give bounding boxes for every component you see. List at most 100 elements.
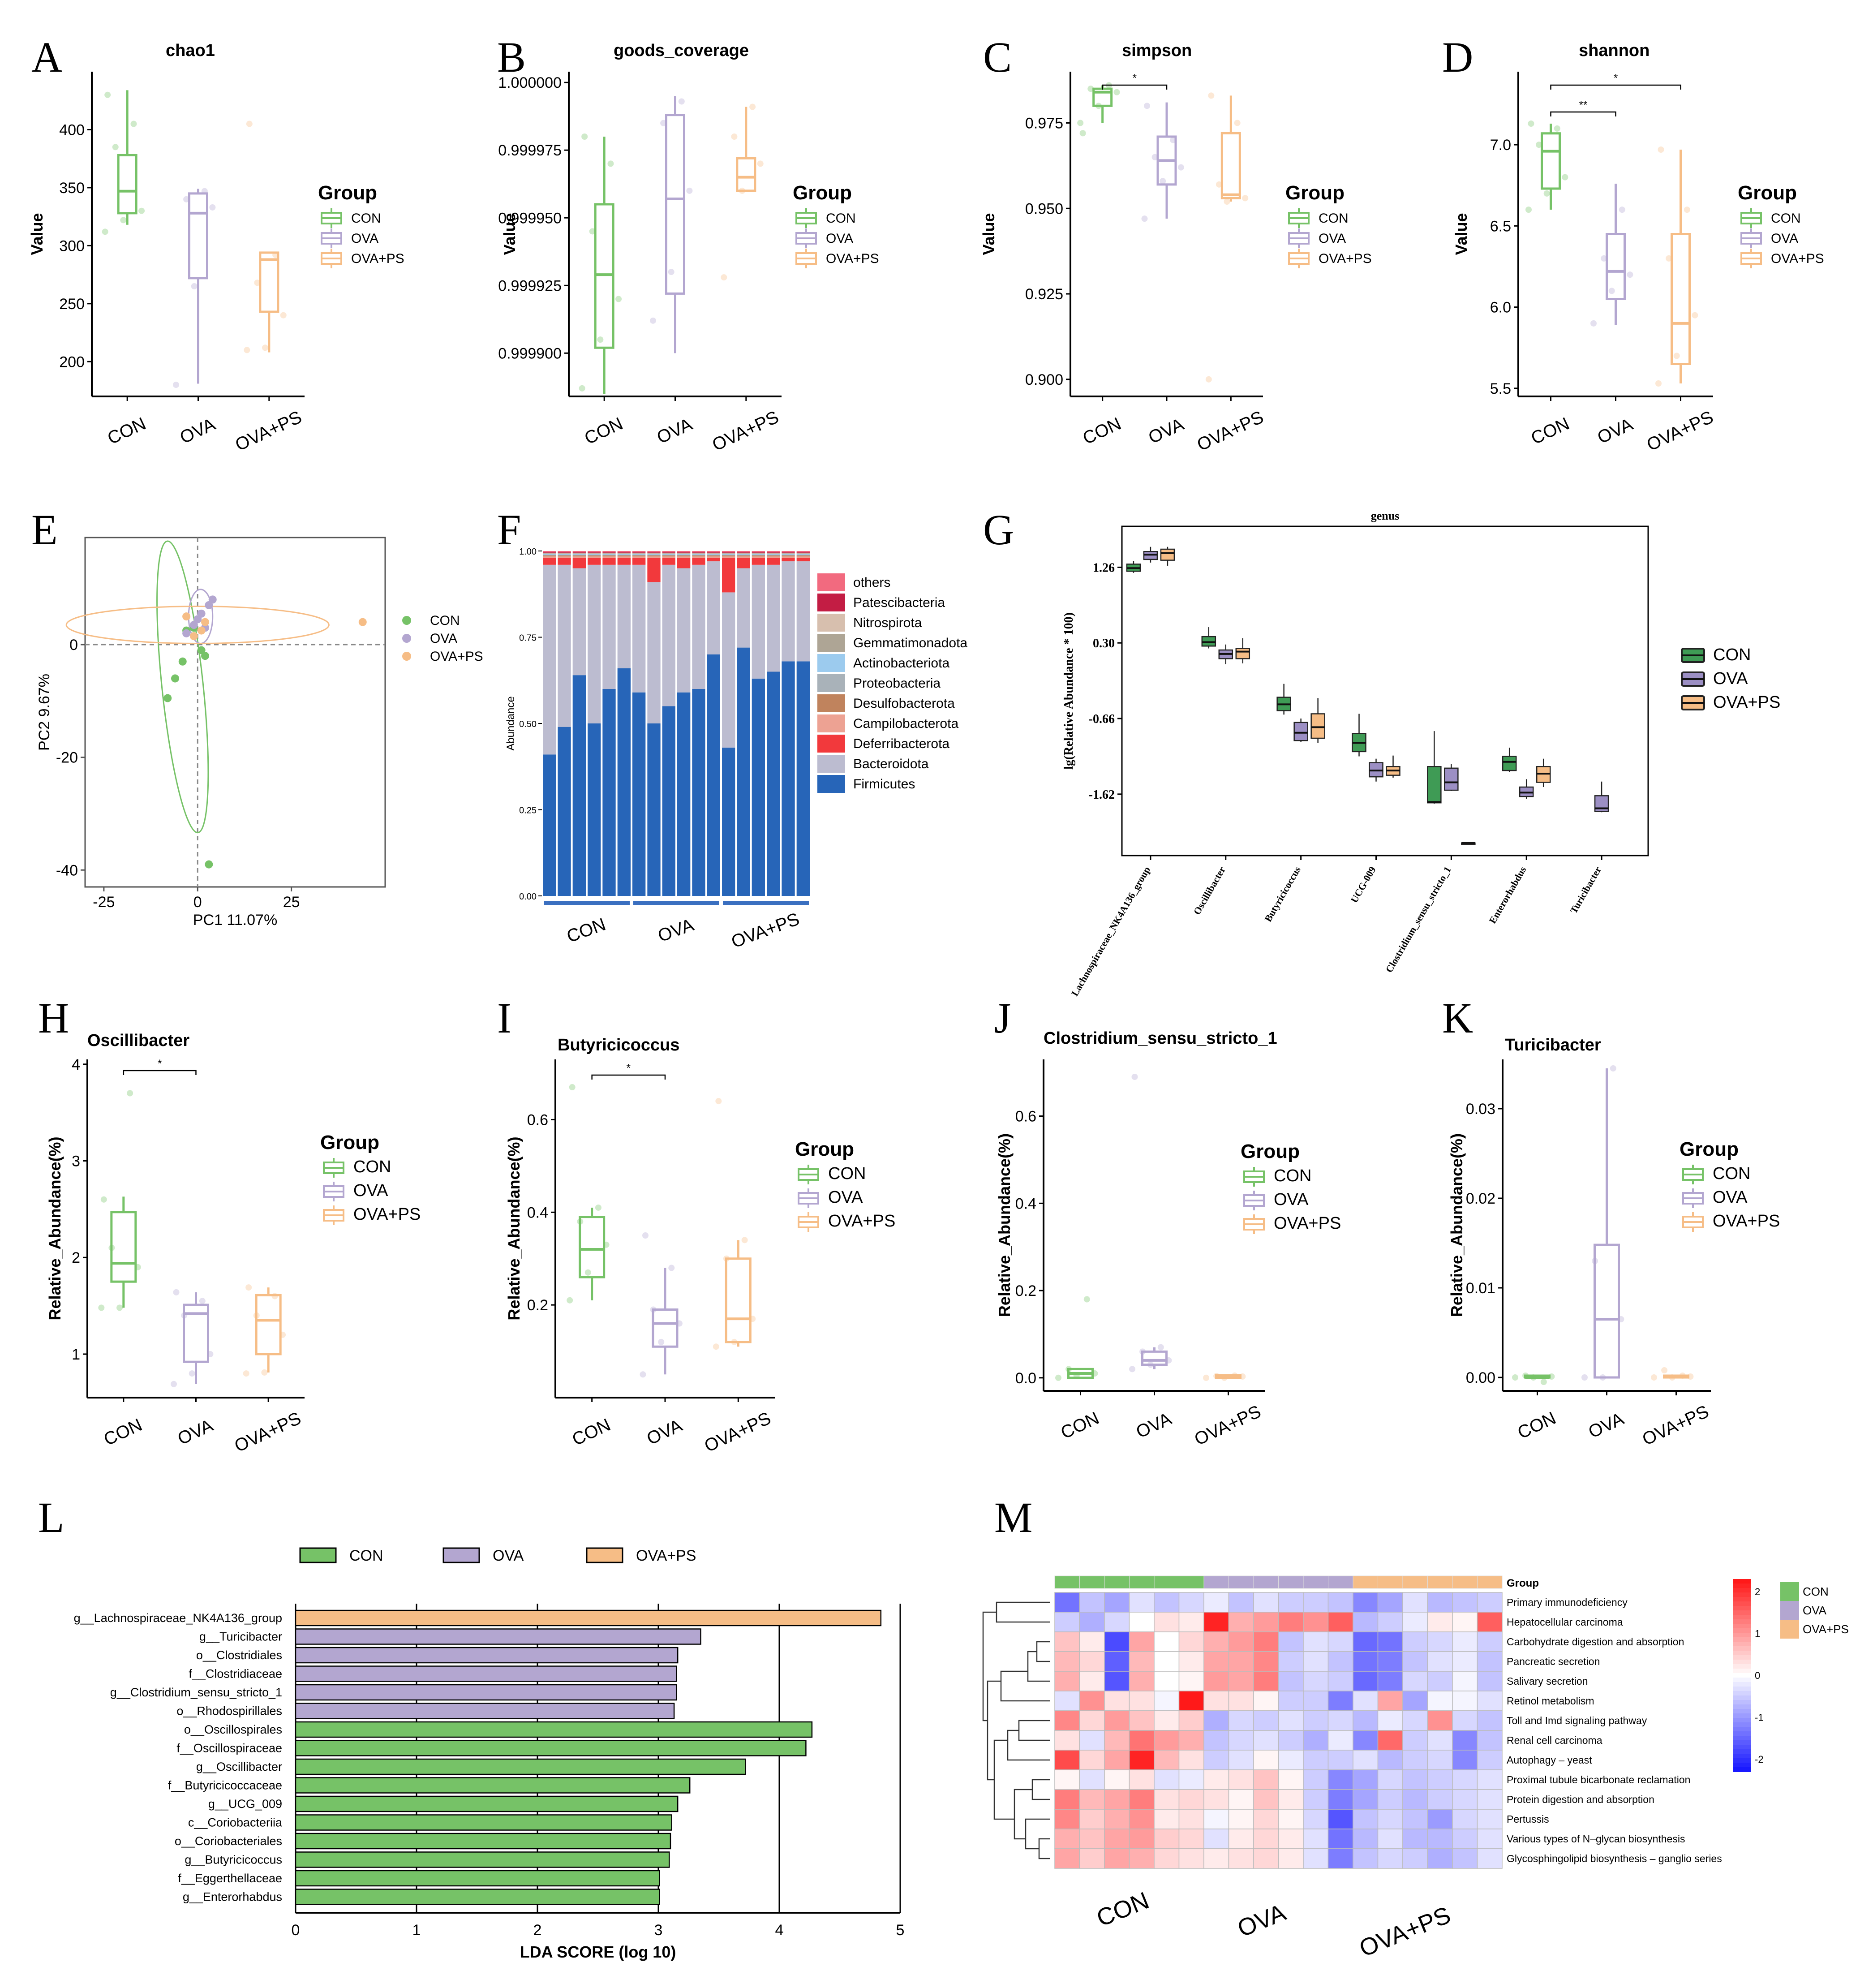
data-point <box>173 1289 180 1295</box>
data-point <box>1208 92 1215 99</box>
bar-segment-bacteroidota <box>767 564 780 672</box>
scale-label: -2 <box>1755 1754 1764 1765</box>
lda-bar-label: g__UCG_009 <box>208 1797 282 1811</box>
data-point <box>1528 120 1534 127</box>
legend-label: OVA <box>1713 1188 1748 1207</box>
heatmap-cell <box>1427 1612 1453 1632</box>
annotation-label: Group <box>1507 1577 1539 1589</box>
dendrogram-branch <box>1038 1838 1050 1859</box>
x-tick-label: CON <box>101 1415 145 1450</box>
bar-segment-bacteroidota <box>677 568 691 693</box>
row-label: Carbohydrate digestion and absorption <box>1507 1636 1684 1648</box>
heatmap-cell <box>1104 1631 1130 1652</box>
x-tick-label: OVA+PS <box>1639 1402 1712 1450</box>
panel-I: Butyricicoccus 0.2 0.4 0.6Relative_Abundanc… <box>505 1036 895 1456</box>
group-label: CON <box>1093 1887 1153 1932</box>
bar-segment-nitrospirota <box>617 552 631 554</box>
heatmap-cell <box>1228 1730 1254 1751</box>
data-point <box>102 228 108 235</box>
bar-segment-desulfobacterota <box>588 555 601 557</box>
data-point <box>104 91 111 98</box>
scale-step <box>1733 1736 1751 1741</box>
legend-label: Campilobacterota <box>853 716 958 731</box>
heatmap-cell <box>1278 1671 1304 1691</box>
heatmap-cell <box>1054 1651 1080 1672</box>
heatmap-cell <box>1477 1612 1503 1632</box>
heatmap-cell <box>1079 1769 1105 1790</box>
x-tick-label: OVA+PS <box>1644 407 1716 455</box>
y-tick-label: 250 <box>59 296 85 313</box>
heatmap-cell <box>1303 1651 1329 1672</box>
y-tick-label: 0.03 <box>1466 1101 1495 1118</box>
bar-segment-others <box>707 551 720 552</box>
heatmap-cell <box>1129 1809 1155 1829</box>
bar-segment-deferribacterota <box>617 558 631 565</box>
heatmap-cell <box>1327 1829 1353 1849</box>
heatmap-cell <box>1079 1730 1105 1751</box>
lda-bar-label: o__Rhodospirillales <box>176 1704 282 1718</box>
heatmap-cell <box>1402 1769 1428 1790</box>
data-point <box>1692 312 1698 318</box>
bar-segment-gemmatimonadota <box>677 553 691 554</box>
heatmap-cell <box>1402 1631 1428 1652</box>
heatmap-cell <box>1427 1710 1453 1731</box>
data-point <box>112 144 119 151</box>
scale-step <box>1733 1588 1751 1593</box>
y-tick-label: 2 <box>72 1249 80 1266</box>
heatmap-cell <box>1353 1710 1379 1731</box>
heatmap-cell <box>1452 1671 1478 1691</box>
heatmap-cell <box>1303 1671 1329 1691</box>
legend-label: CON <box>826 211 856 226</box>
bar-segment-others <box>722 551 735 552</box>
bar-segment-desulfobacterota <box>572 555 586 557</box>
heatmap-cell <box>1327 1710 1353 1731</box>
legend-label: OVA+PS <box>1713 1212 1780 1231</box>
legend-label: OVA+PS <box>430 649 483 664</box>
legend-label: OVA+PS <box>636 1547 696 1564</box>
row-label: Renal cell carcinoma <box>1507 1734 1602 1746</box>
scale-step <box>1733 1592 1751 1597</box>
bar-segment-deferribacterota <box>752 558 765 565</box>
heatmap-cell <box>1427 1750 1453 1770</box>
box <box>1141 1350 1168 1366</box>
y-tick-label: 0.975 <box>1025 115 1063 132</box>
scale-step <box>1733 1731 1751 1736</box>
bar-segment-deferribacterota <box>677 558 691 568</box>
bar-segment-nitrospirota <box>707 552 720 554</box>
panel-G: genus 1.26 0.30 -0.66 -1.62 lg(Relative Abund… <box>1062 509 1780 998</box>
data-point <box>1601 255 1607 262</box>
panel-B: goods_coverage 0.999900 0.999925 0.999950 0.… <box>498 41 879 455</box>
data-point <box>1666 255 1672 262</box>
bar-segment-nitrospirota <box>782 552 795 554</box>
bar-segment-others <box>572 551 586 552</box>
scale-step <box>1733 1682 1751 1687</box>
heatmap-cell <box>1477 1829 1503 1849</box>
heatmap-cell <box>1402 1710 1428 1731</box>
bar-segment-others <box>662 551 675 552</box>
x-tick-label: Clostridium_sensu_stricto_1 <box>1383 865 1453 974</box>
legend-label: OVA <box>1771 231 1798 246</box>
significance-bracket <box>123 1070 197 1075</box>
legend-swatch <box>817 573 845 591</box>
data-point <box>138 207 145 214</box>
heatmap-cell <box>1353 1631 1379 1652</box>
heatmap-cell <box>1427 1631 1453 1652</box>
heatmap-cell <box>1477 1848 1503 1869</box>
group-label: CON <box>564 914 609 947</box>
heatmap-cell <box>1402 1612 1428 1632</box>
panel-labels: A B C D E F G H I J K L M <box>31 33 1473 1541</box>
x-tick-label: OVA+PS <box>1194 407 1267 455</box>
heatmap-cell <box>1377 1710 1403 1731</box>
heatmap-cell <box>1452 1848 1478 1869</box>
scale-step <box>1733 1713 1751 1718</box>
bar-segment-others <box>543 551 556 552</box>
heatmap-cell <box>1477 1651 1503 1672</box>
legend-label: OVA <box>828 1188 863 1207</box>
annotation-cell <box>1229 1575 1254 1589</box>
annotation-cell <box>1402 1575 1428 1589</box>
bar-segment-others <box>767 551 780 552</box>
box <box>188 192 208 280</box>
data-point <box>741 1237 748 1244</box>
heatmap-cell <box>1079 1809 1105 1829</box>
